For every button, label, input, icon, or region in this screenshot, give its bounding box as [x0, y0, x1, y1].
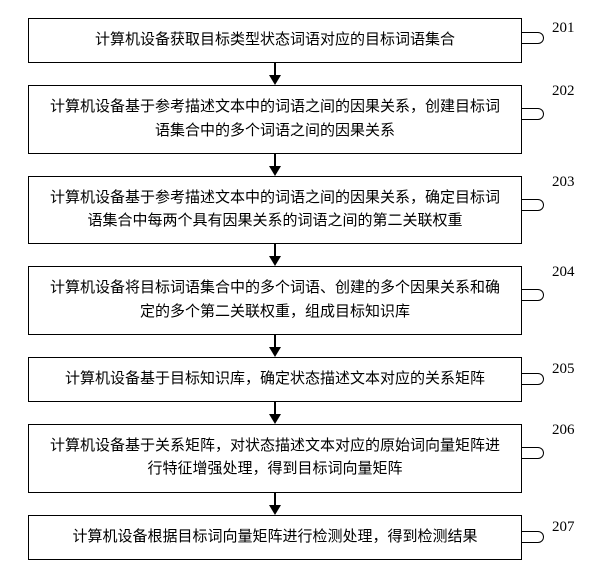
flowchart-container: 计算机设备获取目标类型状态词语对应的目标词语集合 201 计算机设备基于参考描述文本… [28, 18, 588, 560]
flowchart-box-text: 计算机设备根据目标词向量矩阵进行检测处理，得到检测结果 [72, 526, 477, 549]
flowchart-arrow [28, 244, 522, 266]
flowchart-arrow [28, 493, 522, 515]
arrow-line [274, 335, 276, 347]
flowchart-step-204: 计算机设备将目标词语集合中的多个词语、创建的多个因果关系和确定的多个第二关联权重… [28, 266, 588, 335]
flowchart-arrow [28, 154, 522, 176]
label-connector [522, 447, 544, 459]
flowchart-arrow [28, 63, 522, 85]
flowchart-step-label: 207 [552, 519, 575, 536]
flowchart-step-202: 计算机设备基于参考描述文本中的词语之间的因果关系，创建目标词语集合中的多个词语之… [28, 85, 588, 154]
flowchart-box: 计算机设备基于关系矩阵，对状态描述文本对应的原始词向量矩阵进行特征增强处理，得到… [28, 424, 522, 493]
flowchart-step-203: 计算机设备基于参考描述文本中的词语之间的因果关系，确定目标词语集合中每两个具有因… [28, 176, 588, 245]
flowchart-arrow [28, 335, 522, 357]
label-connector [522, 373, 544, 385]
flowchart-step-label: 206 [552, 422, 575, 439]
flowchart-box: 计算机设备根据目标词向量矩阵进行检测处理，得到检测结果 [28, 515, 522, 560]
flowchart-box-text: 计算机设备获取目标类型状态词语对应的目标词语集合 [95, 29, 455, 52]
arrow-head-icon [269, 166, 281, 176]
label-connector [522, 108, 544, 120]
label-connector [522, 199, 544, 211]
arrow-line [274, 154, 276, 166]
arrow-head-icon [269, 75, 281, 85]
flowchart-step-label: 205 [552, 361, 575, 378]
arrow-line [274, 493, 276, 505]
flowchart-step-label: 201 [552, 20, 575, 37]
arrow-line [274, 244, 276, 256]
flowchart-arrow [28, 402, 522, 424]
flowchart-box: 计算机设备基于参考描述文本中的词语之间的因果关系，确定目标词语集合中每两个具有因… [28, 176, 522, 245]
arrow-head-icon [269, 256, 281, 266]
flowchart-box-text: 计算机设备基于参考描述文本中的词语之间的因果关系，创建目标词语集合中的多个词语之… [47, 96, 503, 143]
label-connector [522, 32, 544, 44]
flowchart-step-201: 计算机设备获取目标类型状态词语对应的目标词语集合 201 [28, 18, 588, 63]
flowchart-box-text: 计算机设备将目标词语集合中的多个词语、创建的多个因果关系和确定的多个第二关联权重… [47, 277, 503, 324]
label-connector [522, 531, 544, 543]
flowchart-step-label: 203 [552, 174, 575, 191]
arrow-line [274, 402, 276, 414]
flowchart-box: 计算机设备基于目标知识库，确定状态描述文本对应的关系矩阵 [28, 357, 522, 402]
flowchart-step-207: 计算机设备根据目标词向量矩阵进行检测处理，得到检测结果 207 [28, 515, 588, 560]
arrow-head-icon [269, 347, 281, 357]
label-connector [522, 289, 544, 301]
flowchart-box-text: 计算机设备基于关系矩阵，对状态描述文本对应的原始词向量矩阵进行特征增强处理，得到… [47, 435, 503, 482]
flowchart-step-label: 202 [552, 83, 575, 100]
arrow-head-icon [269, 414, 281, 424]
flowchart-step-label: 204 [552, 264, 575, 281]
flowchart-box: 计算机设备基于参考描述文本中的词语之间的因果关系，创建目标词语集合中的多个词语之… [28, 85, 522, 154]
flowchart-step-205: 计算机设备基于目标知识库，确定状态描述文本对应的关系矩阵 205 [28, 357, 588, 402]
flowchart-box-text: 计算机设备基于参考描述文本中的词语之间的因果关系，确定目标词语集合中每两个具有因… [47, 187, 503, 234]
flowchart-box: 计算机设备获取目标类型状态词语对应的目标词语集合 [28, 18, 522, 63]
arrow-head-icon [269, 505, 281, 515]
flowchart-box: 计算机设备将目标词语集合中的多个词语、创建的多个因果关系和确定的多个第二关联权重… [28, 266, 522, 335]
flowchart-step-206: 计算机设备基于关系矩阵，对状态描述文本对应的原始词向量矩阵进行特征增强处理，得到… [28, 424, 588, 493]
arrow-line [274, 63, 276, 75]
flowchart-box-text: 计算机设备基于目标知识库，确定状态描述文本对应的关系矩阵 [65, 368, 485, 391]
